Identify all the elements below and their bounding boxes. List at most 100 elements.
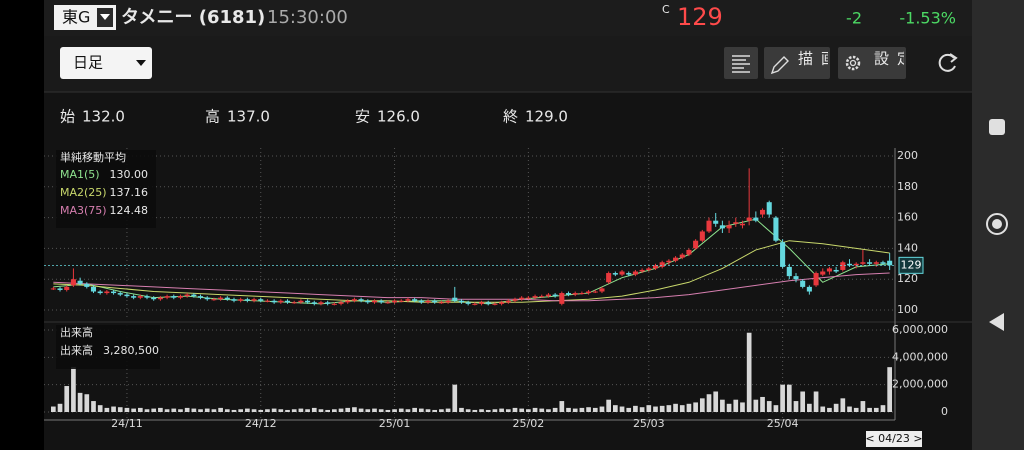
volume-bar — [840, 398, 846, 412]
candle-body — [612, 273, 618, 275]
volume-bar — [780, 384, 785, 412]
volume-bar — [184, 407, 190, 412]
volume-bar — [378, 409, 384, 412]
volume-bar — [338, 408, 344, 412]
volume-bar — [740, 402, 745, 412]
settings-button[interactable] — [838, 47, 906, 79]
last-price-label: 129 — [901, 258, 922, 271]
y-tick-label: 140 — [897, 241, 918, 254]
nav-recents[interactable] — [989, 119, 1005, 135]
volume-bar — [853, 407, 859, 412]
volume-bar — [485, 409, 491, 412]
volume-bar — [532, 407, 538, 412]
summary-label: 高 — [205, 108, 220, 126]
volume-tick-label: 0 — [941, 405, 948, 418]
candle-body — [398, 300, 404, 302]
volume-bar — [599, 406, 605, 412]
list-button[interactable] — [724, 47, 758, 79]
volume-bar — [445, 408, 451, 412]
candle-body — [84, 283, 90, 287]
candle-body — [64, 286, 70, 290]
candle-body — [739, 223, 746, 226]
volume-bar — [579, 407, 585, 412]
volume-bar — [77, 392, 83, 412]
volume-bar — [753, 399, 759, 412]
volume-bar — [325, 409, 330, 412]
legend-value: 124.48 — [110, 204, 149, 217]
period: 日足 — [73, 54, 103, 72]
candle-body — [392, 300, 398, 303]
summary-label: 安 — [355, 108, 370, 126]
cursor-date-box — [866, 431, 922, 447]
candle-body — [639, 269, 645, 272]
change-percent: -1.53% — [899, 9, 956, 28]
settings-label-clip: 設定 — [874, 50, 904, 68]
refresh-icon[interactable] — [938, 53, 956, 72]
legend-value: 130.00 — [110, 168, 149, 181]
volume-bar — [867, 407, 872, 412]
volume-bar — [887, 367, 892, 412]
volume-bar — [519, 408, 525, 412]
volume-bar — [820, 406, 826, 412]
volume-bar — [358, 408, 364, 412]
candle-body — [77, 280, 83, 284]
candle-body — [224, 297, 230, 300]
volume-bar — [124, 407, 130, 412]
volume-bar — [245, 408, 250, 412]
candle-body — [559, 293, 565, 304]
y-tick-label: 180 — [897, 180, 918, 193]
volume-tick-label: 4,000,000 — [892, 350, 948, 363]
volume-bar — [592, 407, 598, 412]
volume-bar — [198, 409, 203, 412]
candle-body — [191, 294, 197, 297]
candle-body — [452, 297, 458, 301]
volume-bar — [526, 409, 531, 412]
volume-bar — [392, 409, 397, 412]
candle-body — [846, 263, 853, 266]
candle-body — [472, 303, 478, 305]
volume-bar — [566, 407, 571, 412]
candle-body — [673, 257, 679, 261]
volume-bar — [64, 386, 70, 412]
volume-legend-value: 3,280,500 — [103, 344, 159, 357]
volume-bar — [231, 409, 237, 412]
nav-home-dot — [992, 219, 1002, 229]
candle-body — [579, 293, 585, 295]
candle-body — [659, 262, 665, 267]
draw-label-clip: 描画 — [798, 50, 828, 68]
volume-bar — [833, 403, 839, 412]
volume-bar — [613, 405, 618, 412]
candle-body — [57, 288, 63, 290]
candle-body — [887, 260, 893, 266]
candle-body — [197, 296, 204, 298]
nav-back[interactable] — [989, 313, 1004, 331]
volume-bar — [418, 408, 424, 412]
draw-button[interactable] — [764, 47, 830, 79]
candle-body — [258, 299, 264, 301]
candle-body — [204, 297, 210, 300]
candle-body — [652, 265, 659, 269]
candle-body — [572, 293, 578, 295]
volume-bar — [639, 407, 645, 412]
candle-body — [211, 299, 217, 301]
gear-icon — [845, 55, 861, 71]
candle-body — [311, 302, 317, 304]
volume-bar — [171, 408, 177, 412]
moving-average-line — [53, 240, 890, 303]
period-select[interactable] — [60, 47, 152, 79]
volume-bar — [706, 394, 712, 412]
candle-body — [345, 300, 351, 303]
candle-body — [358, 299, 364, 301]
moving-average-line — [53, 272, 890, 302]
volume-bar — [459, 407, 464, 412]
candle-body — [271, 300, 277, 303]
volume-bar — [633, 405, 638, 412]
candle-body — [70, 279, 76, 286]
candle-body — [699, 231, 705, 241]
volume-bar — [800, 391, 806, 412]
candle-body — [445, 300, 451, 303]
volume-bar — [659, 405, 665, 412]
candle-body — [733, 222, 739, 224]
candle-body — [151, 297, 157, 300]
nav-home[interactable] — [986, 213, 1008, 235]
